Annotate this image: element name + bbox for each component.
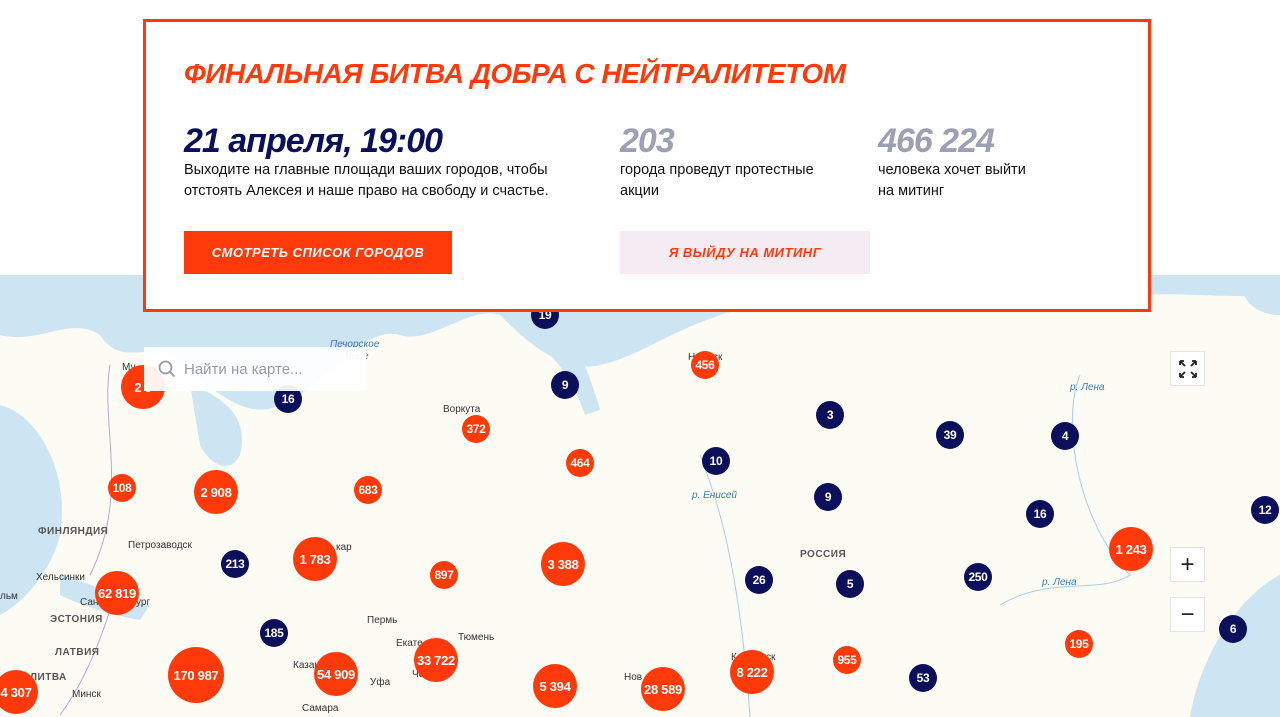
cluster-marker[interactable]: 28 589	[641, 667, 685, 711]
map-label: Екате	[396, 638, 423, 649]
cluster-marker[interactable]: 3	[816, 401, 844, 429]
map-label: льм	[0, 591, 18, 602]
map-label: ск	[713, 352, 723, 363]
cluster-marker[interactable]: 1 243	[1109, 527, 1153, 571]
cluster-marker[interactable]: 53	[909, 664, 937, 692]
map-search-input[interactable]: Найти на карте...	[144, 347, 366, 391]
join-rally-button[interactable]: Я ВЫЙДУ НА МИТИНГ	[620, 231, 870, 274]
map-label: Нов	[624, 672, 643, 683]
map-label: Минск	[72, 689, 101, 700]
map-label: ФИНЛЯНДИЯ	[38, 526, 109, 537]
cluster-marker[interactable]: 108	[108, 474, 136, 502]
map-label: р. Лена	[1070, 382, 1105, 393]
search-placeholder: Найти на карте...	[184, 360, 303, 378]
cluster-marker[interactable]: 250	[964, 563, 992, 591]
cluster-marker[interactable]: 5	[836, 570, 864, 598]
event-date: 21 апреля, 19:00	[184, 122, 443, 160]
search-icon	[158, 360, 176, 378]
map-label: РОССИЯ	[800, 549, 847, 560]
map-label: ск	[766, 652, 776, 663]
event-description-line: Выходите на главные площади ваших городо…	[184, 162, 548, 178]
cluster-marker[interactable]: 456	[691, 351, 719, 379]
map-label: ЛАТВИЯ	[55, 647, 100, 658]
cluster-marker[interactable]: 955	[833, 646, 861, 674]
zoom-out-button[interactable]: −	[1170, 597, 1205, 632]
cluster-marker[interactable]: 9	[551, 371, 579, 399]
cluster-marker[interactable]: 195	[1065, 630, 1093, 658]
map-label: Му	[122, 362, 136, 373]
cities-description: города проведут протестные акции	[620, 160, 814, 202]
cluster-marker[interactable]: 2 908	[194, 470, 238, 514]
map-label: Хельсинки	[36, 572, 86, 583]
map-label: Уфа	[370, 677, 391, 688]
zoom-in-button[interactable]: +	[1170, 547, 1205, 582]
info-panel: ФИНАЛЬНАЯ БИТВА ДОБРА С НЕЙТРАЛИТЕТОМ 21…	[143, 19, 1151, 312]
cities-description-line: города проведут протестные	[620, 162, 814, 178]
cluster-marker[interactable]: 372	[462, 415, 490, 443]
cluster-marker[interactable]: 4	[1051, 422, 1079, 450]
map-label: Сан	[80, 597, 99, 608]
map-label: Казан	[293, 660, 320, 671]
cluster-marker[interactable]: 170 987	[168, 647, 224, 703]
fullscreen-button[interactable]	[1170, 351, 1205, 386]
cluster-marker[interactable]: 62 819	[95, 571, 139, 615]
cluster-marker[interactable]: 9	[814, 483, 842, 511]
people-description: человека хочет выйти на митинг	[878, 160, 1026, 202]
cluster-marker[interactable]: 54 909	[314, 652, 358, 696]
map-label: Самара	[302, 703, 339, 714]
cluster-marker[interactable]: 5 394	[533, 664, 577, 708]
cluster-marker[interactable]: 897	[430, 561, 458, 589]
cluster-marker[interactable]: 213	[221, 550, 249, 578]
cluster-marker[interactable]: 26	[745, 566, 773, 594]
map-label: р. Енисей	[692, 490, 737, 501]
people-description-line: человека хочет выйти	[878, 162, 1026, 178]
cities-description-line: акции	[620, 183, 659, 199]
people-description-line: на митинг	[878, 183, 945, 199]
map-label: Петрозаводск	[128, 540, 192, 551]
cluster-marker[interactable]: 683	[354, 476, 382, 504]
cities-count: 203	[620, 122, 675, 160]
map-label: кар	[336, 542, 352, 553]
city-list-button[interactable]: СМОТРЕТЬ СПИСОК ГОРОДОВ	[184, 231, 452, 274]
map-label: ЛИТВА	[30, 672, 67, 683]
map-label: Воркута	[443, 404, 481, 415]
cluster-marker[interactable]: 33 722	[414, 638, 458, 682]
cluster-marker[interactable]: 39	[936, 421, 964, 449]
map-label: Че	[412, 669, 425, 680]
event-description: Выходите на главные площади ваших городо…	[184, 160, 549, 202]
map-label: ург	[136, 597, 151, 608]
map-label: ЭСТОНИЯ	[50, 614, 103, 625]
cluster-marker[interactable]: 4 307	[0, 670, 38, 714]
cluster-marker[interactable]: 16	[1026, 500, 1054, 528]
map-label: Печорское	[330, 339, 380, 350]
map-label: Тюмень	[458, 632, 495, 643]
map-label: р. Лена	[1042, 577, 1077, 588]
panel-title: ФИНАЛЬНАЯ БИТВА ДОБРА С НЕЙТРАЛИТЕТОМ	[184, 58, 846, 89]
fullscreen-icon	[1178, 359, 1197, 378]
cluster-marker[interactable]: 1 783	[293, 537, 337, 581]
cluster-marker[interactable]: 464	[566, 449, 594, 477]
cluster-marker[interactable]: 10	[702, 447, 730, 475]
people-count: 466 224	[878, 122, 995, 160]
cluster-marker[interactable]: 12	[1251, 496, 1279, 524]
map-label: Пермь	[367, 615, 398, 626]
cluster-marker[interactable]: 3 388	[541, 542, 585, 586]
protest-map[interactable]: ПечорскоемореВоркутаФИНЛЯНДИЯПетрозаводс…	[0, 275, 1280, 717]
cluster-marker[interactable]: 6	[1219, 615, 1247, 643]
cluster-marker[interactable]: 8 222	[730, 650, 774, 694]
cluster-marker[interactable]: 185	[260, 619, 288, 647]
event-description-line: отстоять Алексея и наше право на свободу…	[184, 183, 549, 199]
